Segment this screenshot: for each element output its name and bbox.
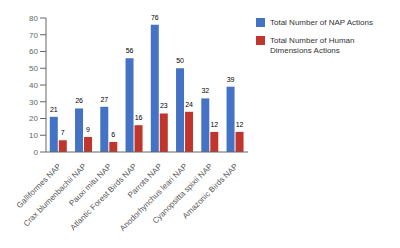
svg-text:80: 80 xyxy=(29,14,38,23)
svg-text:10: 10 xyxy=(29,131,38,140)
svg-text:24: 24 xyxy=(185,101,193,108)
svg-text:16: 16 xyxy=(135,114,143,121)
svg-text:Amazonic Birds NAP: Amazonic Birds NAP xyxy=(181,162,240,221)
svg-text:12: 12 xyxy=(210,121,218,128)
svg-text:40: 40 xyxy=(29,81,38,90)
svg-text:30: 30 xyxy=(29,98,38,107)
svg-text:26: 26 xyxy=(75,97,83,104)
svg-text:76: 76 xyxy=(151,14,159,21)
svg-text:50: 50 xyxy=(176,57,184,64)
svg-text:32: 32 xyxy=(201,87,209,94)
svg-text:39: 39 xyxy=(227,76,235,83)
svg-text:Atlantic Forest Birds NAP: Atlantic Forest Birds NAP xyxy=(68,161,139,233)
svg-text:Crax blumenbachii NAP: Crax blumenbachii NAP xyxy=(21,161,89,229)
svg-text:20: 20 xyxy=(29,114,38,123)
svg-text:0: 0 xyxy=(34,148,39,157)
html-text:Total Number of NAP Actions: Total Number of NAP Actions xyxy=(270,18,373,27)
svg-text:23: 23 xyxy=(160,102,168,109)
svg-text:Parrots NAP: Parrots NAP xyxy=(126,161,164,200)
svg-text:Anodorhynchus leari NAP: Anodorhynchus leari NAP xyxy=(118,161,190,233)
svg-text:9: 9 xyxy=(86,126,90,133)
svg-text:27: 27 xyxy=(100,96,108,103)
svg-text:7: 7 xyxy=(61,129,65,136)
svg-text:Pauxi mitu NAP: Pauxi mitu NAP xyxy=(67,162,113,208)
svg-text:Cyanopsitta spixii NAP: Cyanopsitta spixii NAP xyxy=(150,161,215,226)
html-text:Total Number of Human Dimensio: Total Number of Human Dimensions Actions xyxy=(270,36,355,55)
svg-text:60: 60 xyxy=(29,47,38,56)
svg-text:21: 21 xyxy=(50,106,58,113)
svg-text:56: 56 xyxy=(126,47,134,54)
svg-text:Galliformes NAP: Galliformes NAP xyxy=(15,162,63,210)
svg-text:12: 12 xyxy=(236,121,244,128)
svg-text:50: 50 xyxy=(29,64,38,73)
svg-text:70: 70 xyxy=(29,31,38,40)
svg-text:6: 6 xyxy=(111,131,115,138)
